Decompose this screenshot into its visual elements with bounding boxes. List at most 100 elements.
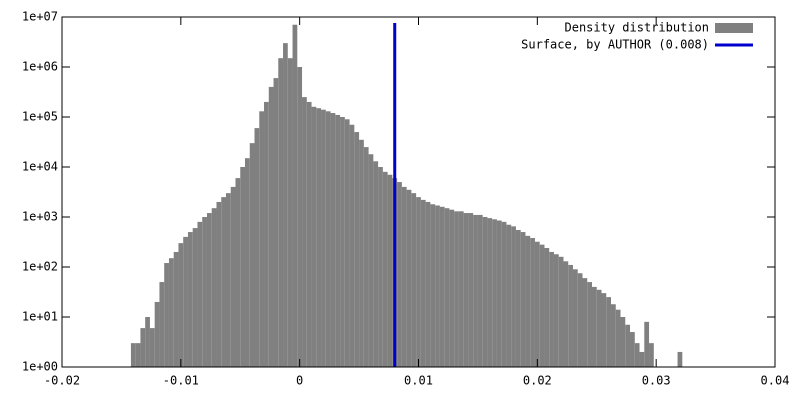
x-tick-label: 0 [296, 374, 303, 388]
bar [283, 43, 288, 368]
bar [430, 204, 436, 367]
bar [511, 226, 516, 367]
bar [520, 232, 526, 367]
bar [639, 351, 645, 367]
bar [159, 282, 165, 367]
bar [259, 111, 265, 368]
bar [634, 343, 640, 367]
bar [544, 247, 550, 367]
bar [306, 101, 312, 368]
x-tick-label: 0.04 [761, 374, 790, 388]
x-tick-label: -0.02 [44, 374, 80, 388]
bar [164, 263, 169, 367]
bar [439, 206, 445, 367]
bar [340, 117, 345, 367]
bar [582, 278, 588, 367]
bar [330, 113, 336, 367]
y-tick-label: 1e+07 [22, 10, 58, 24]
bar [549, 251, 554, 367]
bar [202, 217, 207, 367]
bar [411, 193, 417, 367]
bar [278, 58, 284, 368]
bar [435, 205, 440, 367]
bar [225, 193, 231, 367]
bar [558, 256, 564, 367]
y-tick-label: 1e+03 [22, 210, 58, 224]
bar [496, 220, 502, 367]
bar [273, 78, 279, 367]
bar [568, 264, 573, 367]
bar [187, 232, 193, 367]
bar [611, 304, 616, 367]
bar [321, 109, 326, 367]
bar [192, 228, 198, 367]
x-tick-label: 0.02 [523, 374, 552, 388]
bar [606, 297, 612, 367]
bar [444, 208, 450, 367]
bar [206, 213, 212, 367]
bar [240, 167, 246, 367]
bar [287, 58, 293, 368]
bar [245, 158, 250, 367]
bar [221, 197, 226, 367]
bar [601, 293, 607, 367]
bar [534, 241, 540, 367]
bar [397, 182, 402, 367]
bar [216, 201, 222, 367]
legend-swatch [715, 23, 753, 33]
bar [378, 167, 383, 367]
bar [487, 218, 493, 367]
bar [140, 328, 146, 367]
x-tick-label: 0.01 [404, 374, 433, 388]
bar [130, 343, 136, 367]
bar [525, 235, 531, 367]
y-tick-label: 1e+05 [22, 110, 58, 124]
bar [311, 106, 317, 367]
bar [420, 199, 426, 367]
bar [387, 174, 393, 367]
bar [363, 147, 369, 367]
y-tick-label: 1e+06 [22, 60, 58, 74]
bar [325, 111, 331, 368]
bar [473, 214, 478, 367]
bar [591, 286, 597, 367]
bar [454, 211, 459, 367]
legend-label: Density distribution [565, 21, 710, 35]
bar [492, 219, 497, 367]
bar [620, 317, 626, 367]
bar [211, 208, 217, 367]
bar [149, 328, 155, 367]
bar [145, 317, 150, 367]
x-tick-label: -0.01 [163, 374, 199, 388]
bar [539, 244, 545, 367]
y-tick-label: 1e+01 [22, 310, 58, 324]
bar [577, 273, 583, 367]
bar [501, 221, 507, 367]
x-tick-label: 0.03 [642, 374, 671, 388]
bar [506, 224, 512, 367]
bar [587, 282, 592, 367]
bar [416, 197, 421, 367]
bar [168, 258, 174, 367]
bar [649, 343, 654, 367]
bar [425, 201, 431, 367]
bar [515, 229, 521, 367]
bar [477, 214, 483, 367]
bar [235, 178, 241, 367]
bar [401, 186, 407, 367]
bar [230, 186, 236, 367]
bar [553, 254, 559, 367]
bar [135, 343, 141, 367]
bar [572, 269, 578, 367]
bar [268, 86, 274, 367]
bar [615, 309, 621, 367]
bar [630, 332, 635, 367]
bar [449, 209, 455, 367]
bar [254, 128, 260, 367]
bar [406, 189, 412, 367]
y-tick-label: 1e+00 [22, 360, 58, 374]
bar [154, 301, 160, 367]
bar [463, 213, 469, 367]
bar [197, 221, 203, 367]
